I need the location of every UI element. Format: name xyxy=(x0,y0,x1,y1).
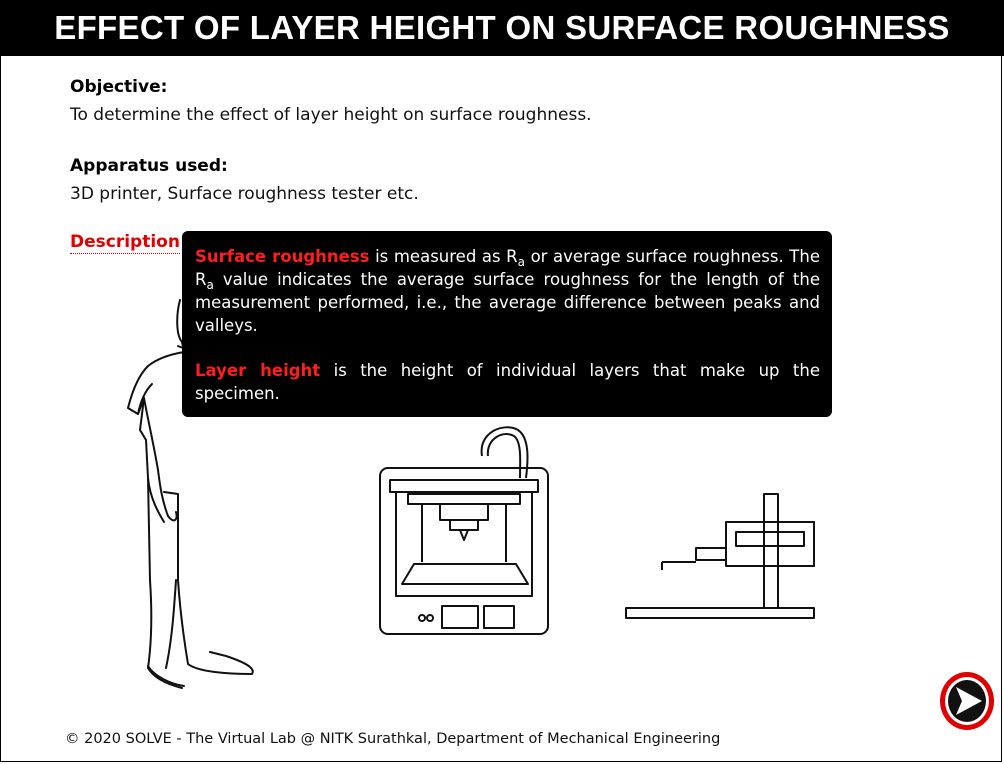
term-layer-height: Layer height xyxy=(195,361,321,380)
subscript: a xyxy=(206,278,214,292)
objective-text: To determine the effect of layer height … xyxy=(70,105,592,125)
footer-copyright: © 2020 SOLVE - The Virtual Lab @ NITK Su… xyxy=(65,731,721,747)
next-button[interactable] xyxy=(938,670,996,732)
tooltip-text: value indicates the average surface roug… xyxy=(195,270,820,335)
tooltip-layer-height: Layer height is the height of individual… xyxy=(195,359,820,405)
objective-heading: Objective: xyxy=(70,77,168,97)
description-tooltip: Surface roughness is measured as Ra or a… xyxy=(182,231,832,417)
tooltip-text: or average surface roughness. The R xyxy=(195,247,820,289)
description-link[interactable]: Description xyxy=(70,232,180,254)
tooltip-text: is measured as R xyxy=(369,247,518,266)
tooltip-text: is the height of individual layers that … xyxy=(195,361,820,403)
next-arrow-icon xyxy=(956,687,982,715)
tooltip-surface-roughness: Surface roughness is measured as Ra or a… xyxy=(195,245,820,337)
3d-printer-illustration xyxy=(379,426,549,635)
subscript: a xyxy=(517,255,525,269)
title-bar: EFFECT OF LAYER HEIGHT ON SURFACE ROUGHN… xyxy=(0,0,1004,56)
person-illustration xyxy=(127,299,254,689)
apparatus-text: 3D printer, Surface roughness tester etc… xyxy=(70,184,419,204)
apparatus-heading: Apparatus used: xyxy=(70,156,228,176)
term-surface-roughness: Surface roughness xyxy=(195,247,370,266)
page-title: EFFECT OF LAYER HEIGHT ON SURFACE ROUGHN… xyxy=(54,9,950,46)
roughness-tester-illustration xyxy=(625,493,815,619)
